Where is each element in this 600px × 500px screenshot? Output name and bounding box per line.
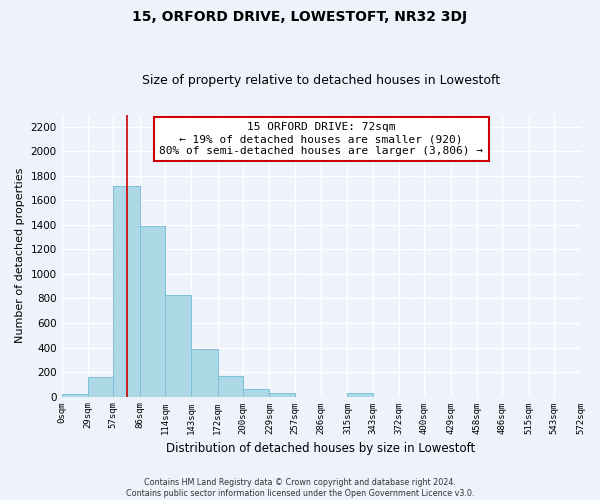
Bar: [62, 394, 88, 396]
Bar: [113, 186, 140, 396]
Bar: [347, 393, 373, 396]
Text: 15 ORFORD DRIVE: 72sqm
← 19% of detached houses are smaller (920)
80% of semi-de: 15 ORFORD DRIVE: 72sqm ← 19% of detached…: [159, 122, 483, 156]
Bar: [165, 296, 191, 396]
Bar: [140, 226, 165, 396]
Bar: [88, 377, 113, 396]
Bar: [218, 376, 243, 396]
Y-axis label: Number of detached properties: Number of detached properties: [15, 168, 25, 343]
Bar: [191, 350, 218, 397]
X-axis label: Distribution of detached houses by size in Lowestoft: Distribution of detached houses by size …: [166, 442, 476, 455]
Bar: [243, 388, 269, 396]
Text: Contains HM Land Registry data © Crown copyright and database right 2024.
Contai: Contains HM Land Registry data © Crown c…: [126, 478, 474, 498]
Bar: [269, 393, 295, 396]
Title: Size of property relative to detached houses in Lowestoft: Size of property relative to detached ho…: [142, 74, 500, 87]
Text: 15, ORFORD DRIVE, LOWESTOFT, NR32 3DJ: 15, ORFORD DRIVE, LOWESTOFT, NR32 3DJ: [133, 10, 467, 24]
